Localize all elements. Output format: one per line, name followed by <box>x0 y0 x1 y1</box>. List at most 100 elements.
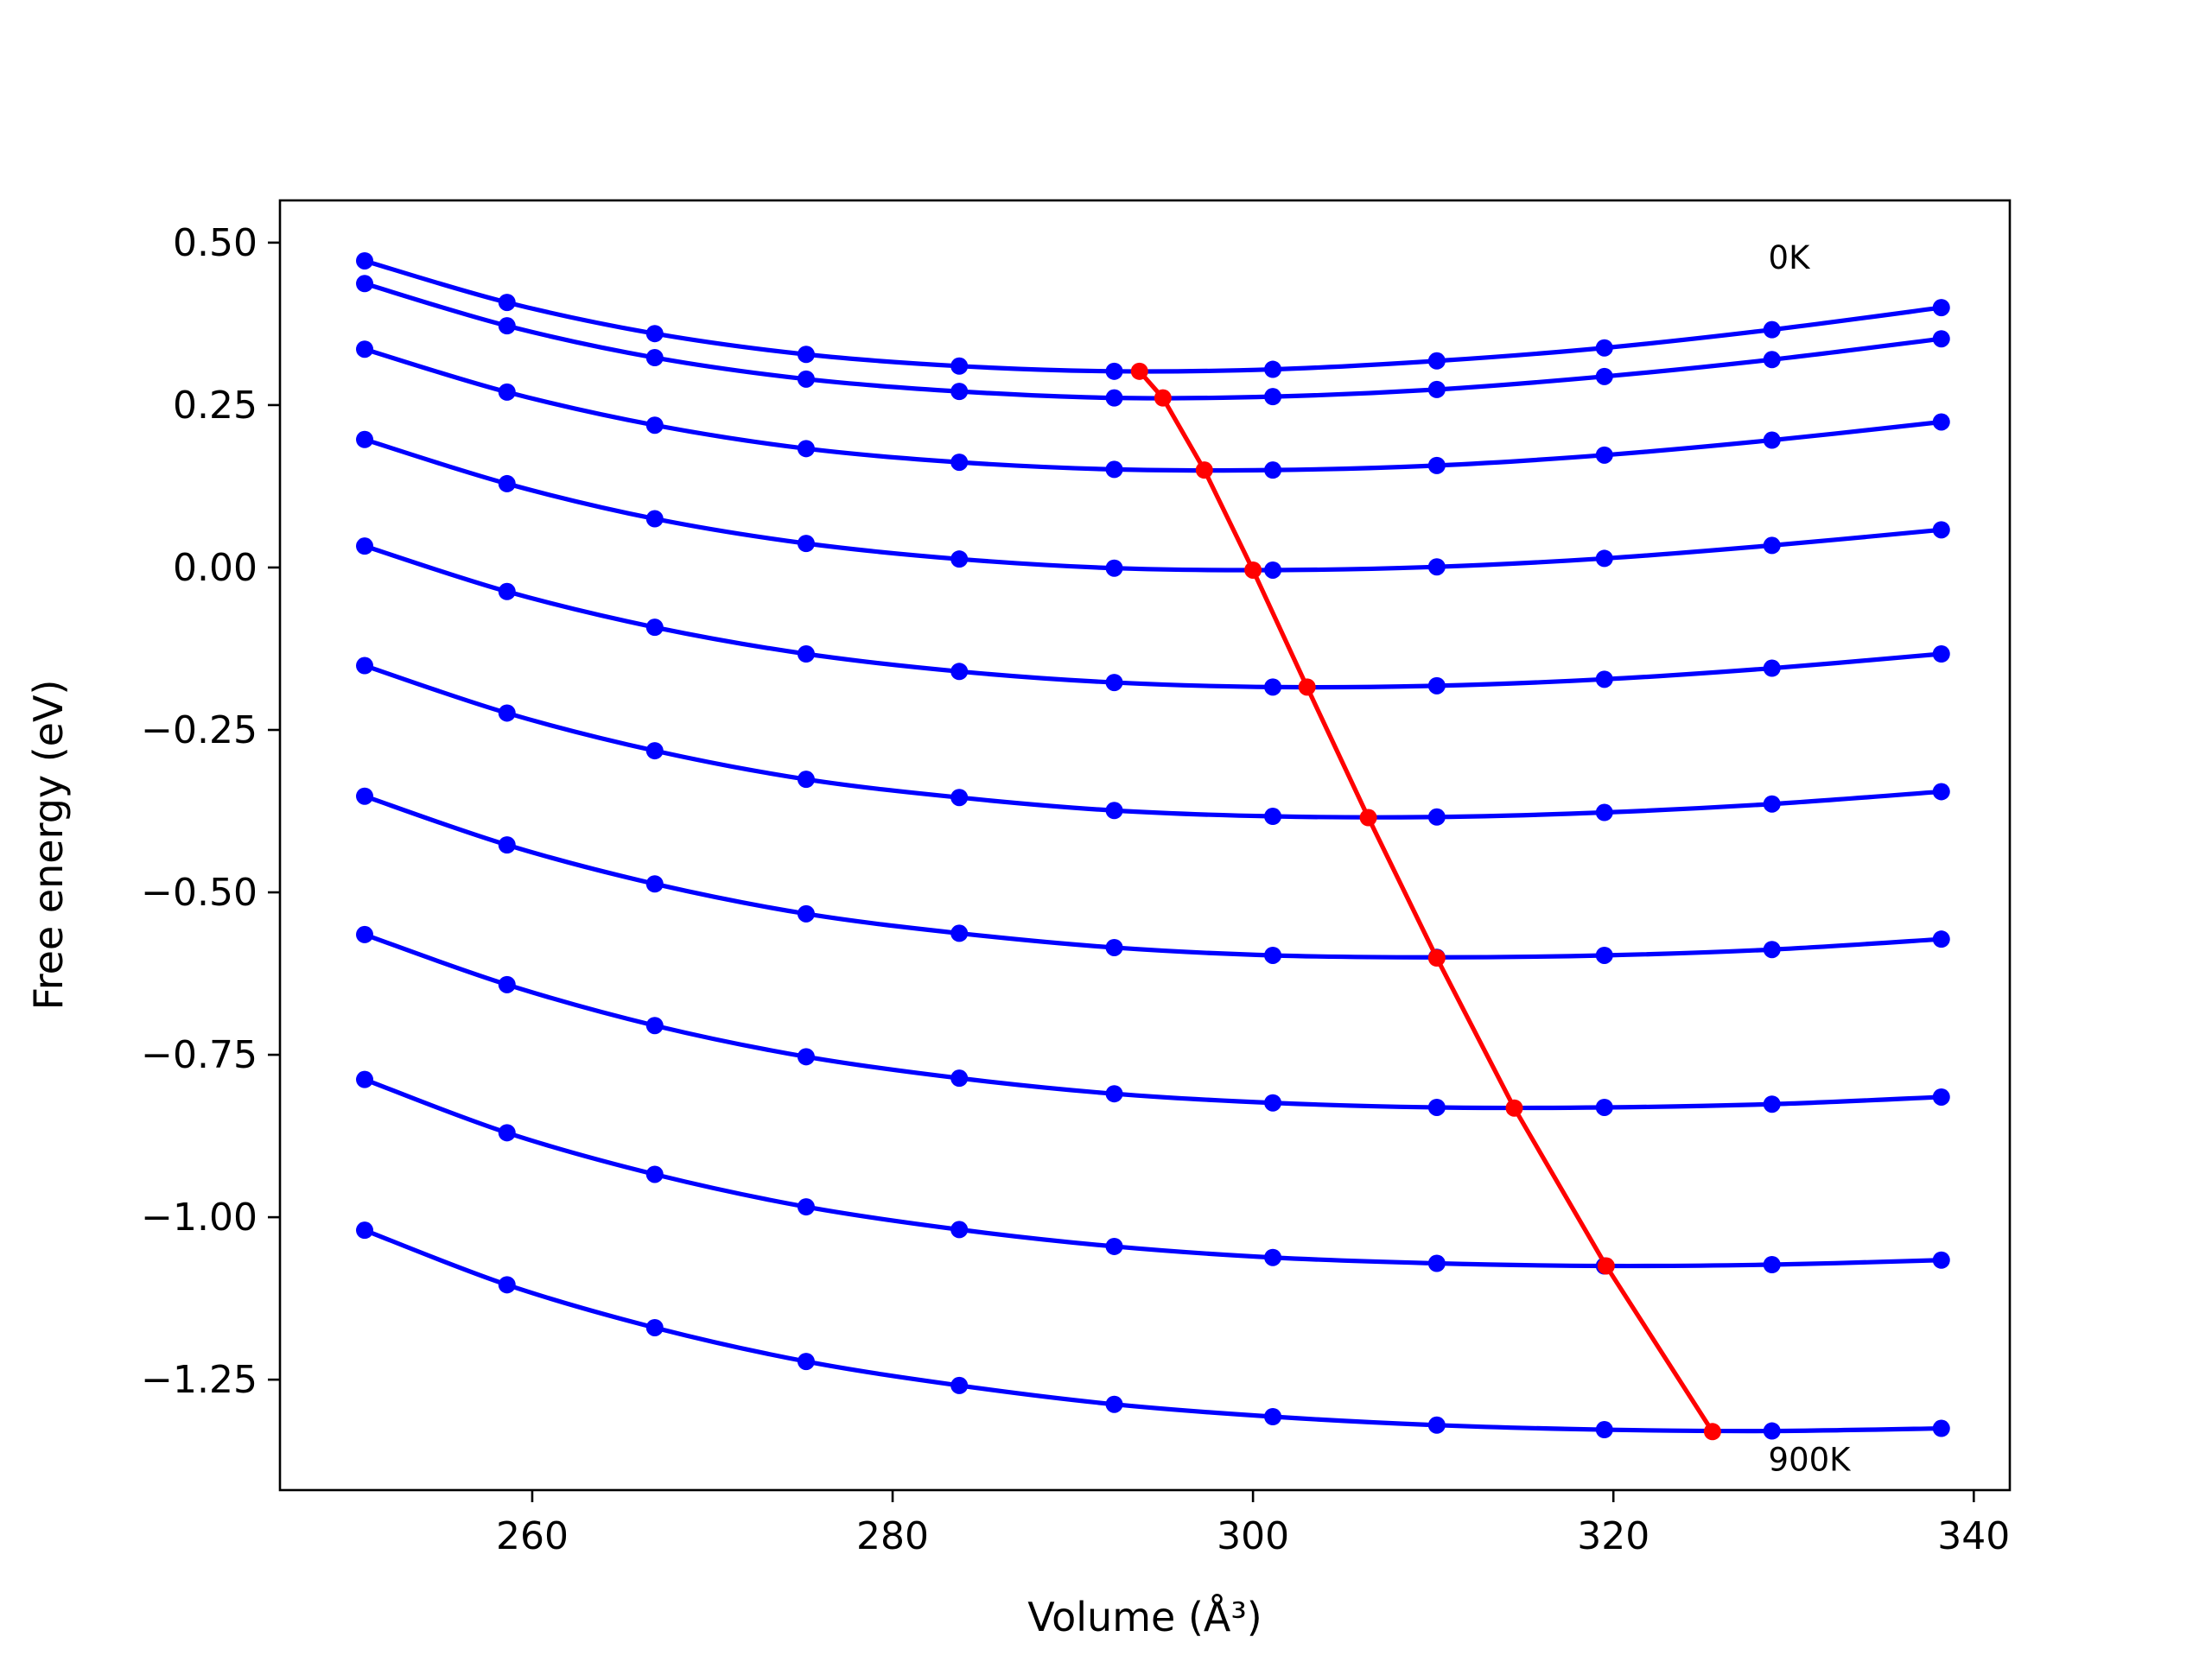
plot-background <box>280 200 2010 1490</box>
minima-point-9 <box>1597 1257 1615 1275</box>
series-10-point-10 <box>1763 1422 1781 1440</box>
curves-layer <box>356 251 1950 1440</box>
series-2-point-11 <box>1932 330 1950 348</box>
series-8-point-2 <box>498 975 516 993</box>
x-tick-label-3: 300 <box>1217 1514 1289 1558</box>
series-4-point-9 <box>1595 549 1613 568</box>
series-6-point-3 <box>645 742 664 760</box>
minima-point-1 <box>1130 362 1148 380</box>
series-3-point-3 <box>645 416 664 435</box>
series-8-point-1 <box>356 925 374 943</box>
series-7-point-11 <box>1932 930 1950 948</box>
y-tick-label-1: 0.50 <box>173 221 257 265</box>
series-3-point-9 <box>1595 446 1613 464</box>
y-tick-label-2: 0.25 <box>173 384 257 428</box>
series-10-point-7 <box>1264 1408 1282 1426</box>
x-tick-label-4: 320 <box>1577 1514 1649 1558</box>
series-4-point-11 <box>1932 521 1950 539</box>
series-3-point-11 <box>1932 413 1950 431</box>
series-5-point-6 <box>1105 674 1123 692</box>
series-5-point-1 <box>356 537 374 555</box>
series-9-point-1 <box>356 1070 374 1088</box>
series-8-point-11 <box>1932 1088 1950 1106</box>
series-2-point-2 <box>498 317 516 335</box>
series-10-point-9 <box>1595 1421 1613 1439</box>
y-axis-ticks: 0.50 0.25 0.00 −0.25 −0.50 −0.75 −1.00 −1.25 <box>141 221 280 1402</box>
minima-line <box>1137 370 1715 1433</box>
x-axis-label: Volume (Å³) <box>1027 1594 1262 1640</box>
minima-point-5 <box>1298 678 1316 696</box>
series-3-point-4 <box>797 440 815 458</box>
series-2-point-9 <box>1595 367 1613 385</box>
series-1-point-10 <box>1763 320 1781 339</box>
series-9-point-2 <box>498 1124 516 1142</box>
y-tick-label-5: −0.50 <box>141 871 257 915</box>
series-8-point-3 <box>645 1017 664 1035</box>
series-3-point-7 <box>1264 461 1282 479</box>
series-4-point-2 <box>498 474 516 492</box>
annotation-layer: 0K 900K <box>1769 239 1853 1478</box>
y-tick-label-7: −1.00 <box>141 1196 257 1240</box>
series-10-point-11 <box>1932 1419 1950 1437</box>
series-1-point-8 <box>1427 352 1446 370</box>
series-8-point-5 <box>950 1069 969 1088</box>
series-3-point-2 <box>498 383 516 401</box>
minima-point-4 <box>1244 561 1262 579</box>
x-axis-ticks: 260 280 300 320 340 <box>496 1490 2010 1558</box>
series-6-point-1 <box>356 657 374 675</box>
series-7-point-5 <box>950 924 969 942</box>
series-1-point-1 <box>356 251 374 270</box>
series-1-point-3 <box>645 325 664 343</box>
series-1-point-11 <box>1932 299 1950 317</box>
series-3-point-10 <box>1763 431 1781 449</box>
series-6-point-10 <box>1763 795 1781 813</box>
y-tick-label-6: −0.75 <box>141 1033 257 1077</box>
x-tick-label-5: 340 <box>1937 1514 2010 1558</box>
series-9-point-7 <box>1264 1248 1282 1266</box>
series-7-point-10 <box>1763 941 1781 959</box>
series-9-point-3 <box>645 1165 664 1183</box>
minima-point-10 <box>1703 1423 1721 1441</box>
minima-point-2 <box>1154 389 1172 407</box>
series-2-point-7 <box>1264 388 1282 406</box>
series-9-point-8 <box>1427 1254 1446 1272</box>
y-tick-label-4: −0.25 <box>141 708 257 752</box>
series-7-point-2 <box>498 836 516 854</box>
series-9-point-10 <box>1763 1256 1781 1274</box>
series-6-point-2 <box>498 704 516 722</box>
series-10-point-5 <box>950 1376 969 1394</box>
series-2-point-3 <box>645 349 664 367</box>
series-4-point-5 <box>950 550 969 568</box>
series-6-point-8 <box>1427 808 1446 826</box>
minima-point-7 <box>1427 948 1446 967</box>
y-tick-label-3: 0.00 <box>173 546 257 590</box>
series-10-point-6 <box>1105 1395 1123 1413</box>
series-7-point-9 <box>1595 946 1613 964</box>
plot-frame <box>278 199 2012 1492</box>
series-6-point-5 <box>950 789 969 807</box>
series-1-point-4 <box>797 346 815 364</box>
series-3-point-6 <box>1105 460 1123 479</box>
minima-point-3 <box>1195 461 1213 479</box>
series-2-point-10 <box>1763 351 1781 369</box>
series-1-point-7 <box>1264 360 1282 378</box>
series-8-point-10 <box>1763 1095 1781 1113</box>
series-7-point-3 <box>645 875 664 893</box>
series-1-point-9 <box>1595 339 1613 357</box>
series-8-point-7 <box>1264 1094 1282 1112</box>
series-8-point-6 <box>1105 1085 1123 1103</box>
minima-layer <box>1130 362 1721 1441</box>
minima-point-8 <box>1505 1099 1523 1117</box>
series-4-point-10 <box>1763 536 1781 555</box>
series-2-point-5 <box>950 383 969 401</box>
series-9-point-5 <box>950 1221 969 1239</box>
series-6-point-4 <box>797 771 815 789</box>
series-4-point-6 <box>1105 559 1123 577</box>
series-4-point-3 <box>645 510 664 528</box>
series-3-point-5 <box>950 454 969 472</box>
series-5-point-3 <box>645 618 664 637</box>
series-6-point-11 <box>1932 783 1950 801</box>
x-tick-label-2: 280 <box>856 1514 929 1558</box>
series-9-point-6 <box>1105 1237 1123 1255</box>
